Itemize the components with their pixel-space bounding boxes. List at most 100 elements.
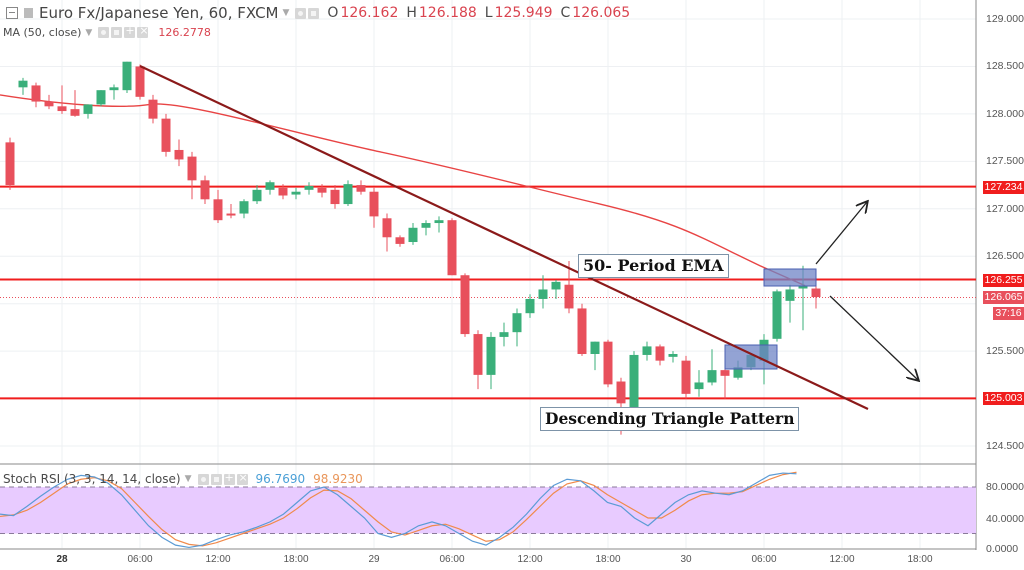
candle-body xyxy=(330,189,340,205)
candle-body xyxy=(447,220,457,276)
candle-body xyxy=(174,149,184,160)
close-icon[interactable] xyxy=(137,24,149,38)
candle-body xyxy=(226,213,236,216)
candle-body xyxy=(5,142,15,186)
symbol-legend: Euro Fx/Japanese Yen, 60, FXCM ▼ O 126.1… xyxy=(0,4,638,22)
candle-body xyxy=(31,85,41,102)
candle-body xyxy=(577,308,587,354)
candle-body xyxy=(122,61,132,91)
candle-body xyxy=(694,382,704,390)
candle-body xyxy=(200,180,210,200)
candle-body xyxy=(382,218,392,238)
rsi-d-line xyxy=(0,471,797,547)
rsi-legend: Stoch RSI (3, 3, 14, 14, close) ▼ 96.769… xyxy=(3,471,363,487)
pattern-annotation[interactable]: Descending Triangle Pattern xyxy=(540,407,800,431)
candle-body xyxy=(603,341,613,385)
eye-icon[interactable] xyxy=(295,7,307,19)
chevron-down-icon[interactable]: ▼ xyxy=(282,8,290,18)
time-tick: 29 xyxy=(368,554,380,565)
ma-value: 126.2778 xyxy=(158,26,211,39)
eye-icon[interactable] xyxy=(197,473,209,485)
price-tick: 128.500 xyxy=(986,60,1024,72)
rsi-tick: 0.0000 xyxy=(986,543,1019,555)
ohlc-close-value: 126.065 xyxy=(572,5,631,21)
support-price-tag: 125.003 xyxy=(983,392,1024,405)
flag-icon xyxy=(24,8,33,18)
ohlc-high-value: 126.188 xyxy=(418,5,477,21)
candle-body xyxy=(70,109,80,116)
candle-body xyxy=(421,223,431,228)
time-tick: 12:00 xyxy=(205,554,231,565)
candle-body xyxy=(96,90,106,105)
candle-body xyxy=(629,354,639,418)
eye-icon[interactable] xyxy=(98,27,110,38)
ohlc-open-value: 126.162 xyxy=(340,5,399,21)
symbol-title[interactable]: Euro Fx/Japanese Yen, 60, FXCM xyxy=(39,4,279,22)
chevron-down-icon[interactable]: ▼ xyxy=(184,474,192,484)
candle-body xyxy=(681,360,691,394)
price-tick: 126.500 xyxy=(986,250,1024,262)
candle-body xyxy=(161,118,171,152)
ema-zone-price-tag: 126.255 xyxy=(983,274,1024,287)
time-tick: 06:00 xyxy=(127,554,153,565)
ohlc-low-value: 125.949 xyxy=(494,5,553,21)
rsi-k-value: 96.7690 xyxy=(255,472,306,486)
plus-icon[interactable] xyxy=(124,24,136,38)
price-tick: 127.500 xyxy=(986,155,1024,167)
time-tick: 18:00 xyxy=(907,554,933,565)
candle-body xyxy=(356,185,366,192)
gear-icon[interactable] xyxy=(308,7,320,19)
candle-body xyxy=(291,191,301,195)
plus-icon[interactable] xyxy=(223,471,235,485)
time-tick: 06:00 xyxy=(751,554,777,565)
chevron-down-icon[interactable]: ▼ xyxy=(85,27,93,38)
candle-body xyxy=(109,87,119,91)
ema-line xyxy=(0,94,806,287)
ohlc-close-label: C xyxy=(560,5,571,21)
price-tick: 125.500 xyxy=(986,345,1024,357)
candle-body xyxy=(460,275,470,335)
candle-body xyxy=(486,336,496,375)
close-icon[interactable] xyxy=(236,471,248,485)
highlight-box-ema xyxy=(763,268,817,287)
bearish-arrow xyxy=(829,295,918,380)
ma-label[interactable]: MA (50, close) xyxy=(3,26,82,39)
candle-body xyxy=(772,291,782,339)
bullish-arrow xyxy=(815,202,867,265)
candle-body xyxy=(135,66,145,97)
time-tick: 18:00 xyxy=(283,554,309,565)
candle-body xyxy=(343,184,353,205)
rsi-tick: 80.0000 xyxy=(986,481,1024,493)
candle-body xyxy=(707,370,717,383)
candle-body xyxy=(538,289,548,299)
candle-body xyxy=(408,227,418,243)
candle-body xyxy=(278,187,288,196)
rsi-label[interactable]: Stoch RSI (3, 3, 14, 14, close) xyxy=(3,472,181,486)
ma-legend: MA (50, close) ▼ 126.2778 xyxy=(3,24,219,39)
candle-body xyxy=(213,199,223,221)
highlight-box-breakout xyxy=(724,344,778,370)
ohlc-low-label: L xyxy=(484,5,493,21)
candle-body xyxy=(369,191,379,217)
collapse-icon[interactable] xyxy=(6,7,18,19)
candle-body xyxy=(148,99,158,119)
gear-icon[interactable] xyxy=(111,27,123,38)
rsi-d-value: 98.9230 xyxy=(313,472,363,486)
candle-body xyxy=(395,237,405,244)
ema-annotation[interactable]: 50- Period EMA xyxy=(578,254,729,278)
candle-body xyxy=(525,298,535,314)
ohlc-open-label: O xyxy=(327,5,339,21)
time-tick: 18:00 xyxy=(595,554,621,565)
price-tick: 124.500 xyxy=(986,440,1024,452)
candle-body xyxy=(733,367,743,378)
candle-body xyxy=(785,289,795,301)
candle-body xyxy=(252,189,262,202)
candle-body xyxy=(811,288,821,298)
candle-body xyxy=(668,353,678,357)
price-tick: 127.000 xyxy=(986,203,1024,215)
time-tick: 06:00 xyxy=(439,554,465,565)
time-tick: 28 xyxy=(56,554,68,565)
gear-icon[interactable] xyxy=(210,473,222,485)
bar-countdown-tag: 37:16 xyxy=(993,307,1024,320)
